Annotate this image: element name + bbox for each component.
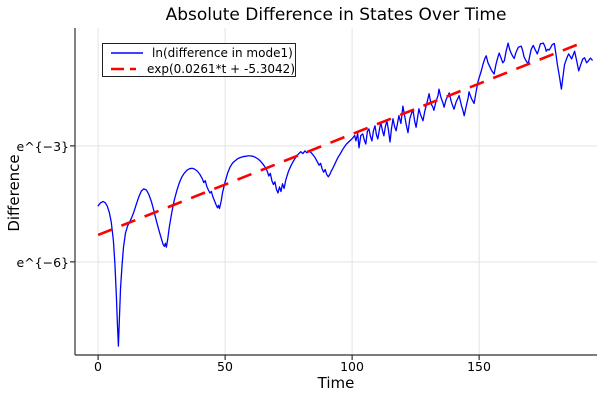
x-tick-label: 0	[94, 359, 102, 374]
chart-title: Absolute Difference in States Over Time	[165, 5, 507, 25]
blue-line-swatch	[111, 52, 143, 54]
x-axis-label: Time	[317, 374, 355, 392]
legend-entry: ln(difference in mode1)	[109, 45, 295, 61]
red-dash-swatch	[111, 67, 141, 71]
legend-box: ln(difference in mode1) exp(0.0261*t + -…	[102, 43, 296, 77]
legend-label: exp(0.0261*t + -5.3042)	[147, 62, 295, 76]
y-axis-label: Difference	[5, 154, 23, 232]
y-tick-label: e^{−6}	[16, 255, 70, 270]
x-tick-label: 50	[217, 359, 233, 374]
legend-label: ln(difference in mode1)	[152, 46, 293, 60]
difference-series-line	[97, 42, 593, 347]
legend-entry: exp(0.0261*t + -5.3042)	[109, 61, 295, 77]
y-tick-label: e^{−3}	[16, 139, 70, 154]
fit-line	[97, 42, 582, 237]
x-tick-label: 100	[340, 359, 364, 374]
x-tick-label: 150	[467, 359, 491, 374]
